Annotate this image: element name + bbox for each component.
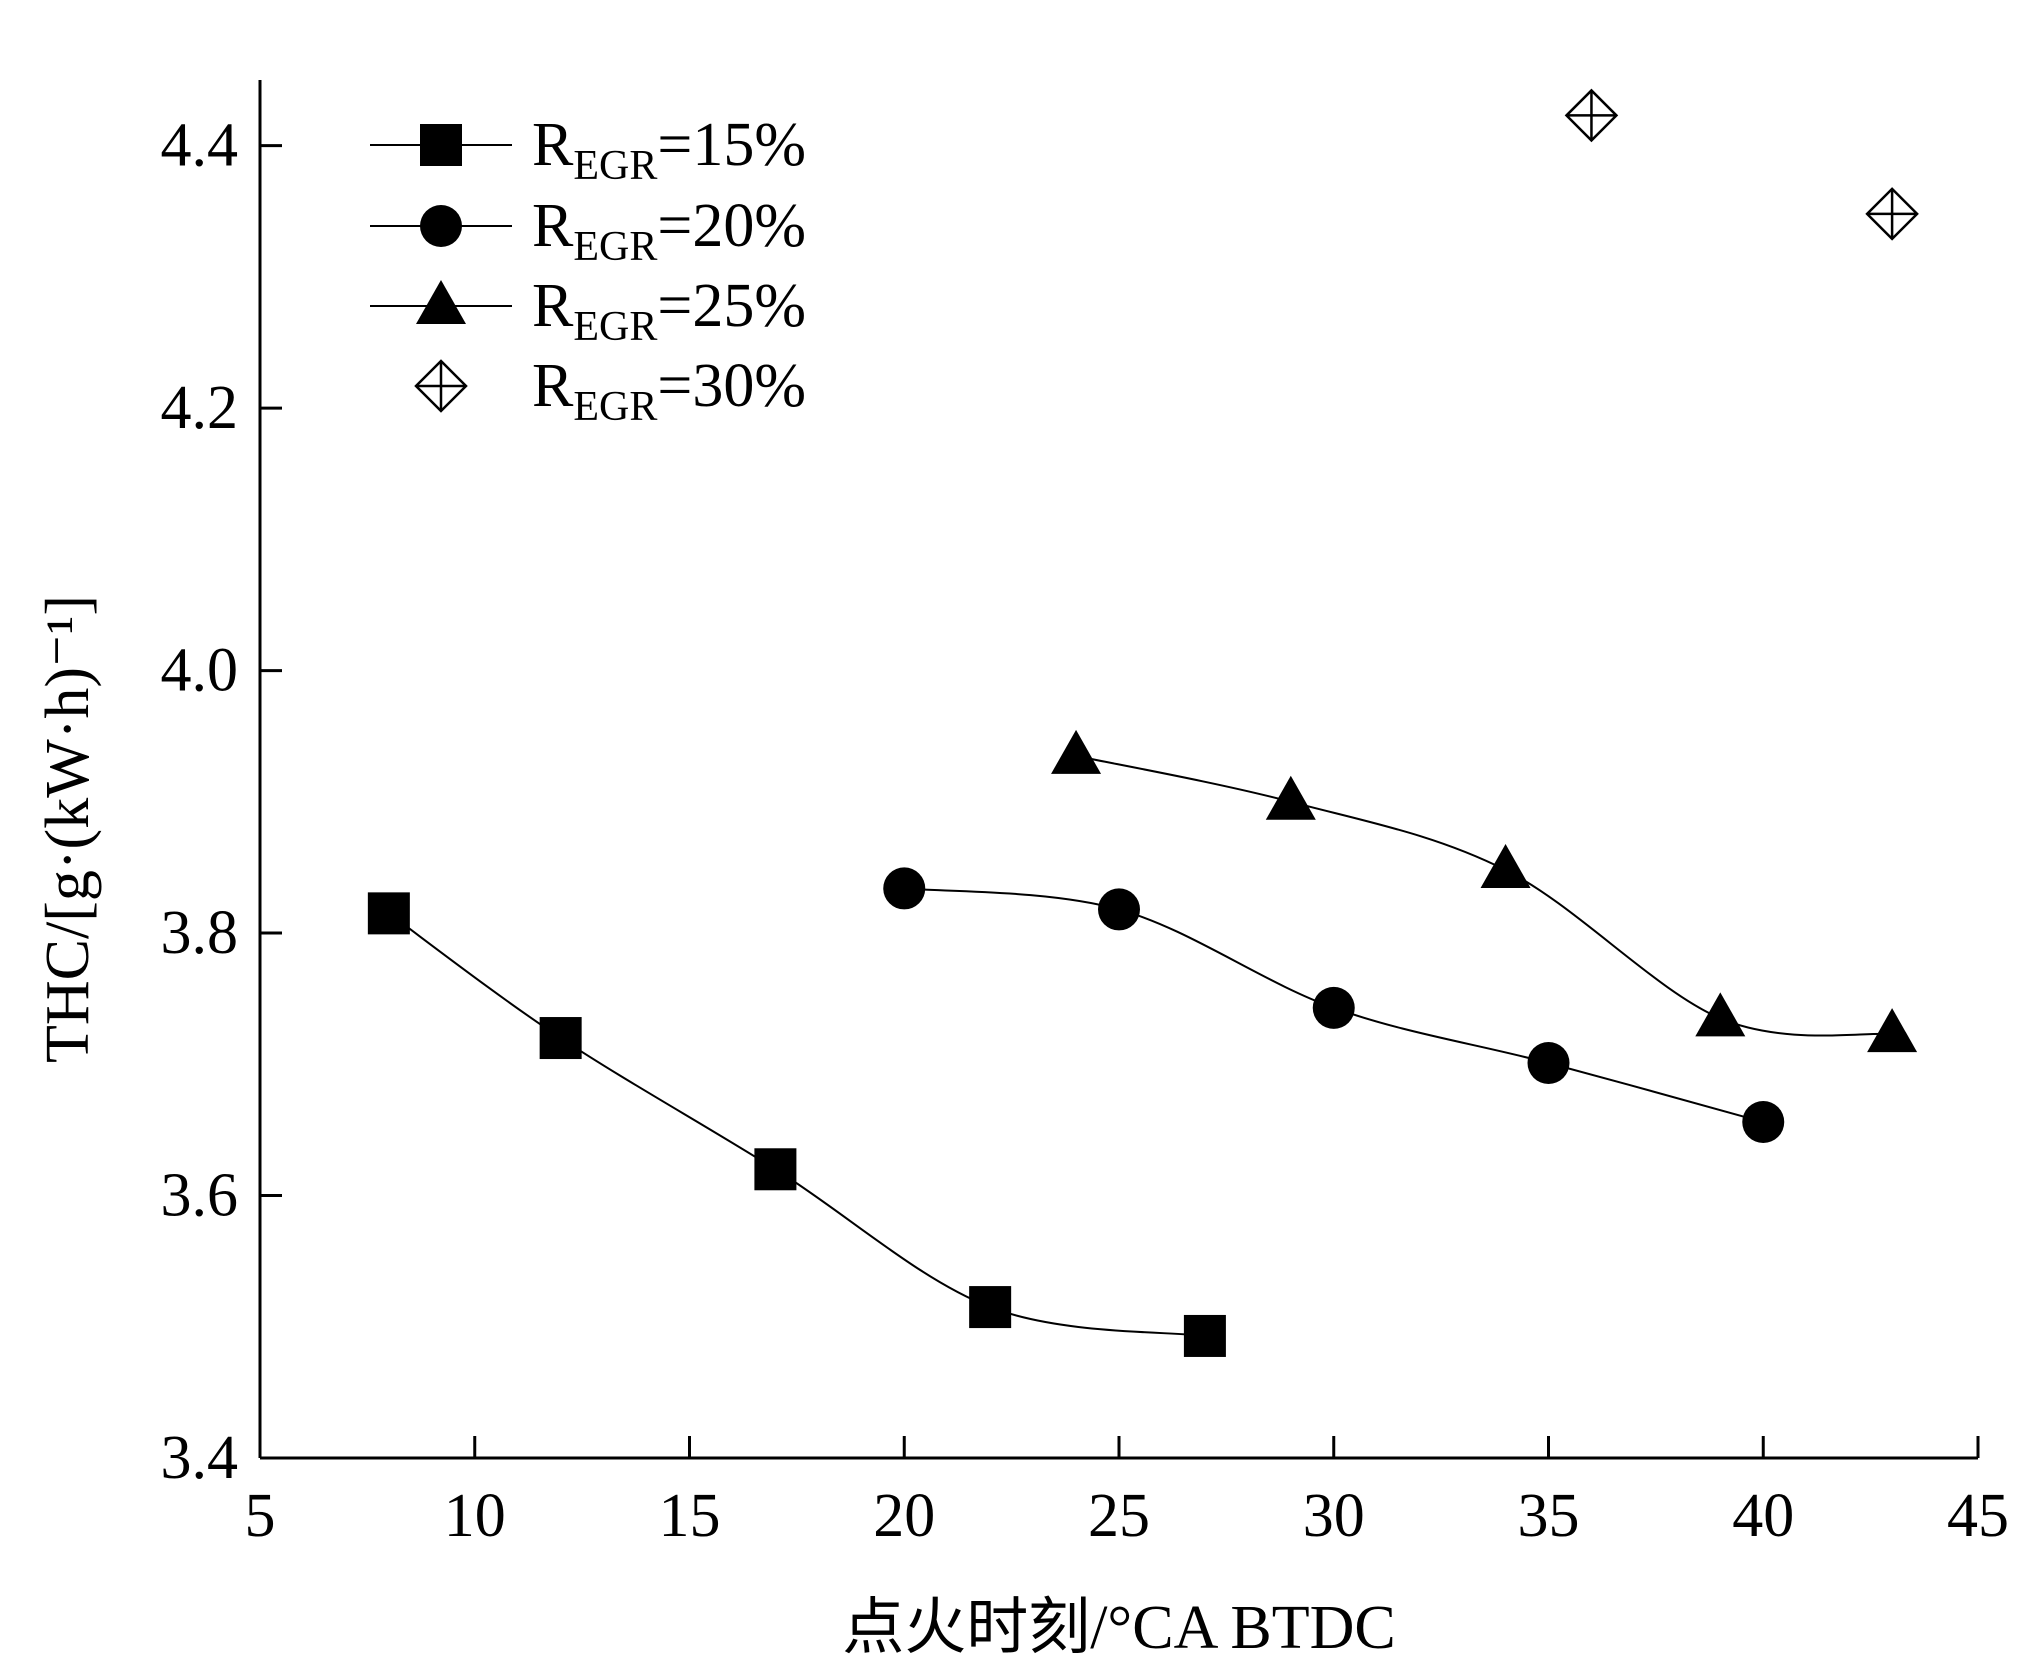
series-line-2 xyxy=(1075,754,1893,1037)
data-point-series-1 xyxy=(883,867,926,910)
series-lines xyxy=(388,754,1893,1337)
x-tick-label: 45 xyxy=(1947,1482,2009,1550)
x-tick-label: 5 xyxy=(245,1482,276,1550)
y-axis-title: THC/[g·(kW·h)⁻¹] xyxy=(34,595,102,1063)
data-point-series-0 xyxy=(969,1286,1012,1329)
data-point-series-1 xyxy=(1742,1101,1785,1144)
x-tick-label: 25 xyxy=(1088,1482,1150,1550)
ticks: 5 10 15 20 25 30 35 40 45 3.4 3.6 3.8 4.0 4.2 4.4 xyxy=(161,112,2010,1550)
y-tick-label: 4.2 xyxy=(161,374,239,442)
y-tick-label: 3.8 xyxy=(161,899,239,967)
y-tick-label: 3.4 xyxy=(161,1424,239,1492)
legend-marker-0 xyxy=(420,124,462,166)
y-tick-label: 3.6 xyxy=(161,1162,239,1230)
y-tick-label: 4.0 xyxy=(161,637,239,705)
x-axis-title: 点火时刻/°CA BTDC xyxy=(842,1594,1396,1662)
data-point-series-0 xyxy=(754,1148,797,1191)
data-point-series-1 xyxy=(1527,1041,1570,1084)
x-tick-label: 15 xyxy=(659,1482,721,1550)
y-tick-label: 4.4 xyxy=(161,112,239,180)
legend-marker-1 xyxy=(420,205,462,247)
data-point-series-2 xyxy=(1051,729,1102,774)
data-point-series-1 xyxy=(1098,888,1140,931)
legend-label-1: REGR=20% xyxy=(532,192,806,270)
legend-marker-3 xyxy=(414,359,468,413)
legend-label-0: REGR=15% xyxy=(532,111,806,189)
data-point-series-0 xyxy=(539,1017,582,1060)
data-point-series-2 xyxy=(1265,775,1316,820)
legend: REGR=15%REGR=20%REGR=25%REGR=30% xyxy=(370,111,806,430)
x-tick-label: 20 xyxy=(873,1482,935,1550)
x-tick-label: 35 xyxy=(1518,1482,1580,1550)
data-point-series-3 xyxy=(1865,187,1919,241)
legend-label-3: REGR=30% xyxy=(532,352,806,430)
legend-marker-2 xyxy=(416,280,466,324)
x-tick-label: 10 xyxy=(444,1482,506,1550)
data-point-series-0 xyxy=(367,892,410,935)
series-line-0 xyxy=(388,912,1206,1337)
axes xyxy=(258,80,1978,1460)
data-point-series-2 xyxy=(1480,844,1531,889)
data-point-series-0 xyxy=(1183,1314,1226,1357)
data-point-series-3 xyxy=(1564,88,1619,143)
x-tick-label: 40 xyxy=(1732,1482,1794,1550)
legend-label-2: REGR=25% xyxy=(532,272,806,350)
x-tick-label: 30 xyxy=(1303,1482,1365,1550)
data-point-series-1 xyxy=(1312,986,1355,1029)
data-point-series-2 xyxy=(1867,1008,1918,1053)
data-point-series-2 xyxy=(1695,992,1746,1037)
series-markers xyxy=(367,88,1919,1357)
